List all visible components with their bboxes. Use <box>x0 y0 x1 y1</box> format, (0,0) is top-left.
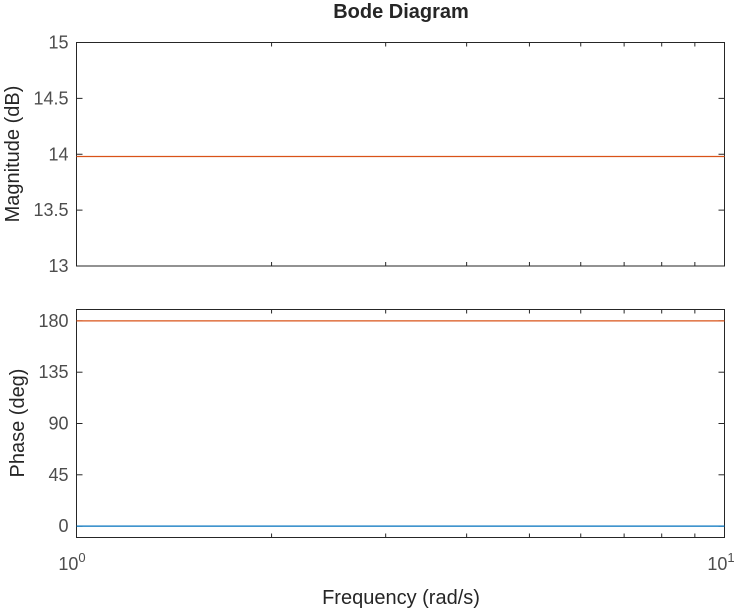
magnitude-y-tick-label: 13.5 <box>33 200 68 220</box>
x-tick-exponent: 1 <box>727 550 734 565</box>
x-tick-exponent: 0 <box>78 550 85 565</box>
x-axis-label: Frequency (rad/s) <box>322 587 480 609</box>
phase-y-tick-label: 45 <box>48 465 68 485</box>
magnitude-y-tick-label: 14 <box>48 144 68 164</box>
x-tick-base: 10 <box>707 554 727 574</box>
magnitude-y-tick-label: 15 <box>48 33 68 53</box>
phase-y-tick-label: 90 <box>48 414 68 434</box>
phase-y-tick-label: 0 <box>58 516 68 536</box>
phase-axes: 0 45 90 135 180 Phase (deg) <box>7 309 725 538</box>
chart-title: Bode Diagram <box>333 1 469 23</box>
phase-y-tick-label: 180 <box>38 311 68 331</box>
phase-series <box>76 320 725 527</box>
x-tick-label: 100 <box>58 550 85 574</box>
magnitude-plot-frame <box>76 42 725 267</box>
phase-plot-frame <box>76 309 725 538</box>
phase-ylabel: Phase (deg) <box>7 369 29 478</box>
magnitude-y-tick-label: 14.5 <box>33 88 68 108</box>
phase-y-tick-label: 135 <box>38 362 68 382</box>
magnitude-ticks: 13 13.5 14 14.5 15 <box>33 33 725 276</box>
x-tick-label: 101 <box>707 550 734 574</box>
phase-ticks: 0 45 90 135 180 <box>38 309 725 538</box>
x-tick-base: 10 <box>58 554 78 574</box>
magnitude-y-tick-label: 13 <box>48 256 68 276</box>
magnitude-ylabel: Magnitude (dB) <box>2 86 24 223</box>
magnitude-axes: 13 13.5 14 14.5 15 Magnitude (dB) <box>2 33 725 276</box>
